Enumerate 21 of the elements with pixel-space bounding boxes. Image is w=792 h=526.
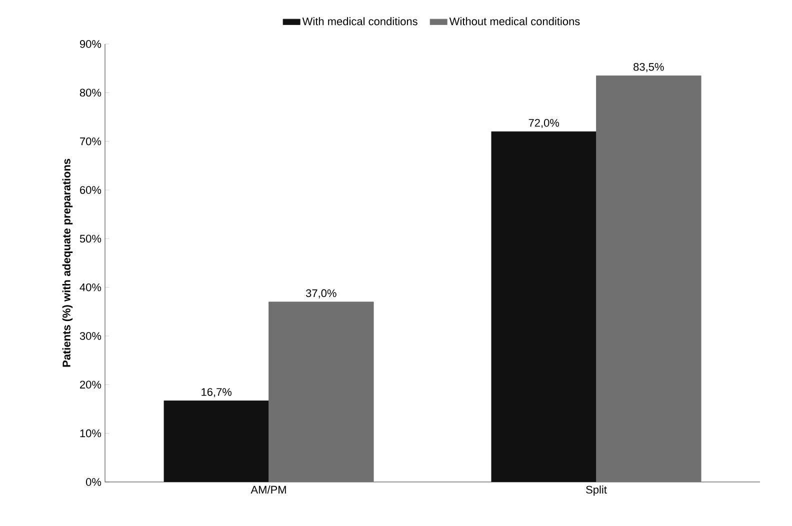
bar <box>596 75 702 482</box>
legend-label: Without medical conditions <box>449 17 580 26</box>
bar <box>268 302 374 482</box>
y-tick-label: 50% <box>80 234 102 243</box>
legend-label: With medical conditions <box>302 17 418 26</box>
y-tick-label: 10% <box>80 429 102 438</box>
y-tick-label: 0% <box>86 478 102 486</box>
y-tick-label: 20% <box>80 380 102 389</box>
data-label: 37,0% <box>306 289 336 298</box>
y-tick-label: 30% <box>80 332 102 340</box>
y-tick-label: 90% <box>80 40 102 48</box>
y-tick-label: 80% <box>80 88 102 97</box>
y-axis-title: Patients (%) with adequate preparations <box>62 158 73 367</box>
y-tick-label: 60% <box>80 186 102 194</box>
x-tick-label: Split <box>586 486 607 496</box>
data-label: 72,0% <box>528 118 560 128</box>
x-tick-label: AM/PM <box>250 486 286 494</box>
data-label: 16,7% <box>202 388 232 398</box>
y-tick-label: 40% <box>80 283 102 292</box>
y-tick-label: 70% <box>80 137 102 146</box>
data-label: 83,5% <box>634 63 664 72</box>
